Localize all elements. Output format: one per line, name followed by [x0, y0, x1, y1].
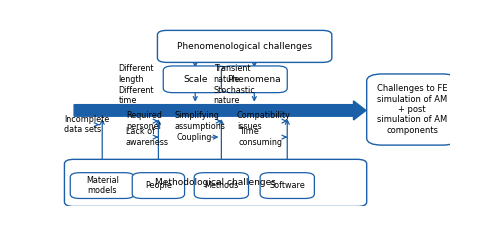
Text: Phenomenological challenges: Phenomenological challenges	[177, 42, 312, 51]
Text: Methods: Methods	[204, 181, 238, 190]
Text: Compatibility
issues: Compatibility issues	[237, 111, 291, 131]
Text: Time
consuming: Time consuming	[239, 128, 283, 147]
Text: People: People	[145, 181, 172, 190]
Text: Stochastic
nature: Stochastic nature	[214, 86, 256, 105]
Text: Different
length: Different length	[118, 64, 154, 84]
Text: Scale: Scale	[183, 75, 208, 84]
Text: Material
models: Material models	[86, 176, 118, 195]
FancyBboxPatch shape	[70, 173, 134, 198]
Text: Different
time: Different time	[118, 86, 154, 105]
Text: Incomplete
data sets: Incomplete data sets	[64, 115, 110, 134]
Text: Transient
nature: Transient nature	[214, 64, 250, 84]
Text: Methodological challenges: Methodological challenges	[155, 178, 276, 187]
Text: Phenomena: Phenomena	[228, 75, 281, 84]
Text: Coupling: Coupling	[177, 133, 212, 142]
FancyBboxPatch shape	[194, 173, 248, 198]
Text: Required
personel: Required personel	[126, 111, 162, 131]
FancyBboxPatch shape	[366, 74, 458, 145]
Text: Lack of
awareness: Lack of awareness	[126, 128, 168, 147]
FancyBboxPatch shape	[64, 159, 366, 207]
FancyBboxPatch shape	[163, 66, 227, 93]
Text: Software: Software	[270, 181, 305, 190]
FancyBboxPatch shape	[260, 173, 314, 198]
Text: Simplifying
assumptions: Simplifying assumptions	[175, 111, 226, 131]
FancyBboxPatch shape	[222, 66, 287, 93]
FancyArrow shape	[74, 101, 366, 120]
Text: Challenges to FE
simulation of AM
+ post
simulation of AM
components: Challenges to FE simulation of AM + post…	[377, 84, 448, 135]
FancyBboxPatch shape	[132, 173, 184, 198]
FancyBboxPatch shape	[158, 30, 332, 62]
